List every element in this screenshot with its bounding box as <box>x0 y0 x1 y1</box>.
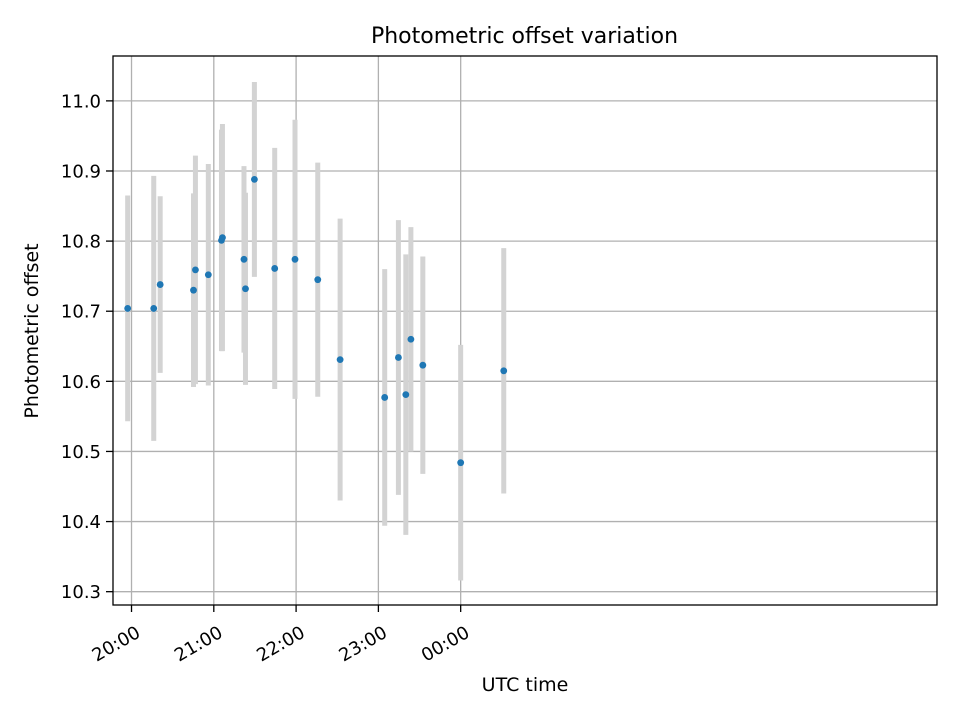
y-tick-label: 10.5 <box>61 442 101 463</box>
data-point <box>190 286 197 294</box>
data-point <box>500 367 508 375</box>
data-point <box>251 176 258 183</box>
data-point <box>192 266 199 274</box>
data-point <box>336 356 344 363</box>
data-point <box>395 354 402 361</box>
data-point <box>240 255 248 263</box>
data-point <box>457 459 465 467</box>
data-point <box>150 305 158 312</box>
y-tick-label: 10.7 <box>61 302 101 323</box>
data-point <box>156 281 164 288</box>
y-tick-label: 10.6 <box>61 372 101 393</box>
chart-title: Photometric offset variation <box>371 24 678 49</box>
data-point <box>407 335 415 343</box>
data-point <box>219 234 226 241</box>
data-point <box>402 391 410 399</box>
data-point <box>271 265 279 272</box>
y-axis-label: Photometric offset <box>21 243 43 418</box>
y-tick-label: 10.9 <box>61 161 101 182</box>
data-point <box>419 361 427 369</box>
data-points <box>124 176 508 467</box>
data-point <box>381 394 389 401</box>
y-axis-ticks: 10.3 10.4 10.5 10.6 10.7 10.8 10.9 11.0 <box>61 91 113 603</box>
y-tick-label: 11.0 <box>61 91 101 112</box>
y-tick-label: 10.4 <box>61 512 101 533</box>
y-tick-label: 10.3 <box>61 582 101 603</box>
grid <box>113 56 937 605</box>
plot-frame <box>112 55 938 606</box>
x-axis-label: UTC time <box>482 674 569 696</box>
y-tick-label: 10.8 <box>61 232 101 253</box>
data-point <box>204 271 212 279</box>
data-point <box>314 276 322 284</box>
data-point <box>242 285 249 293</box>
data-point <box>124 305 132 312</box>
data-point <box>291 255 299 263</box>
